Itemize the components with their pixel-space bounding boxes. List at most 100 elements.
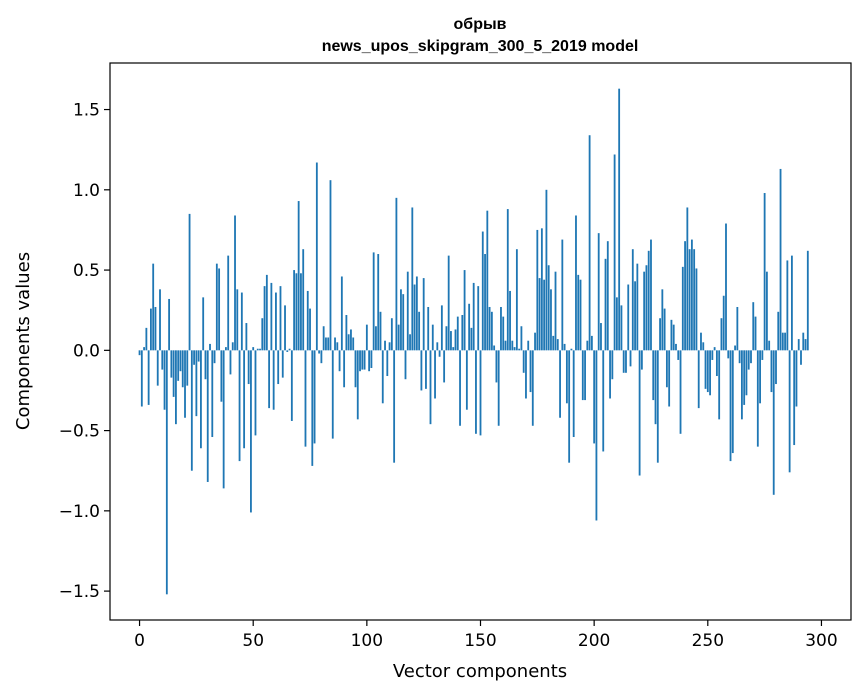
- bar-152: [484, 254, 486, 351]
- bar-145: [468, 303, 471, 351]
- bar-72: [302, 249, 305, 351]
- bar-27: [200, 350, 202, 449]
- chart-subtitle: news_upos_skipgram_300_5_2019 model: [322, 38, 639, 55]
- bar-190: [570, 348, 573, 351]
- bar-113: [395, 197, 398, 351]
- y-axis: −1.5 −1.0 −0.5 0.0 0.5 1.0 1.5: [59, 101, 110, 602]
- bar-11: [163, 350, 166, 410]
- bar-139: [454, 329, 457, 351]
- bar-12: [165, 350, 168, 595]
- bar-71: [300, 273, 302, 351]
- bar-3: [145, 327, 148, 351]
- bar-238: [679, 350, 682, 434]
- bar-89: [340, 276, 343, 351]
- x-tick-label: 0: [134, 631, 145, 651]
- bar-239: [681, 266, 684, 351]
- bar-233: [668, 350, 671, 407]
- bar-55: [263, 286, 266, 351]
- bar-155: [490, 311, 493, 351]
- bar-32: [211, 350, 214, 438]
- bar-80: [320, 350, 323, 364]
- bar-164: [511, 340, 514, 351]
- bar-series: [138, 88, 809, 595]
- bar-269: [750, 350, 752, 364]
- y-tick-label: −0.5: [59, 422, 100, 442]
- bar-114: [397, 324, 400, 351]
- x-tick-label: 50: [242, 631, 264, 651]
- bar-16: [175, 350, 177, 425]
- bar-182: [552, 335, 555, 351]
- bar-170: [525, 350, 527, 399]
- bar-40: [229, 350, 232, 375]
- bar-271: [754, 316, 757, 351]
- bar-123: [418, 311, 421, 351]
- bar-176: [538, 278, 541, 351]
- bar-188: [565, 350, 568, 404]
- bar-92: [347, 334, 350, 351]
- bar-185: [559, 350, 561, 418]
- bar-220: [638, 350, 641, 476]
- bar-108: [384, 340, 386, 351]
- bar-263: [736, 306, 739, 351]
- x-axis: 0 50 100 150 200 250 300: [134, 620, 838, 651]
- bar-31: [209, 343, 211, 351]
- bar-228: [656, 350, 659, 463]
- bar-277: [768, 340, 771, 351]
- bar-70: [297, 201, 300, 351]
- bar-223: [645, 265, 648, 351]
- x-tick-label: 200: [578, 631, 610, 651]
- bar-249: [704, 350, 707, 389]
- bar-104: [375, 326, 377, 351]
- bar-230: [661, 289, 664, 351]
- bar-250: [706, 350, 709, 393]
- bar-216: [629, 350, 632, 367]
- bar-199: [590, 335, 593, 351]
- bar-33: [213, 350, 216, 364]
- bar-232: [665, 350, 668, 388]
- bar-21: [186, 350, 189, 386]
- bar-150: [479, 350, 482, 436]
- bar-229: [659, 318, 661, 351]
- bar-264: [738, 350, 741, 364]
- y-tick-label: −1.0: [59, 502, 100, 522]
- bar-28: [202, 297, 205, 351]
- y-tick-label: 0.5: [73, 261, 100, 281]
- bar-256: [720, 318, 723, 351]
- bar-0: [138, 350, 141, 356]
- bar-59: [272, 350, 275, 410]
- bar-151: [481, 231, 484, 351]
- bar-111: [390, 318, 393, 351]
- bar-293: [804, 339, 807, 351]
- bar-242: [688, 249, 691, 351]
- bar-236: [675, 343, 677, 351]
- bar-100: [365, 324, 368, 351]
- bar-15: [172, 350, 175, 397]
- bar-65: [286, 350, 289, 352]
- bar-169: [522, 350, 525, 373]
- y-axis-label: Components values: [13, 252, 34, 430]
- bar-144: [465, 350, 468, 410]
- bar-292: [802, 332, 805, 351]
- bar-173: [531, 350, 534, 426]
- bar-26: [197, 350, 200, 362]
- bar-37: [222, 350, 225, 489]
- bar-246: [697, 350, 700, 409]
- bar-262: [734, 345, 736, 351]
- bar-9: [159, 289, 161, 351]
- bar-126: [425, 350, 427, 389]
- bar-25: [195, 350, 198, 417]
- bar-23: [190, 350, 193, 471]
- bar-234: [670, 319, 673, 351]
- bar-19: [181, 350, 184, 388]
- bar-127: [427, 306, 430, 351]
- bar-167: [518, 348, 521, 351]
- bar-275: [763, 193, 766, 351]
- bar-129: [431, 324, 434, 351]
- bar-105: [377, 254, 380, 351]
- bar-39: [227, 255, 230, 351]
- bar-159: [500, 306, 502, 351]
- bar-261: [731, 350, 734, 454]
- bar-52: [256, 348, 259, 351]
- x-tick-label: 250: [692, 631, 724, 651]
- bar-240: [684, 241, 686, 351]
